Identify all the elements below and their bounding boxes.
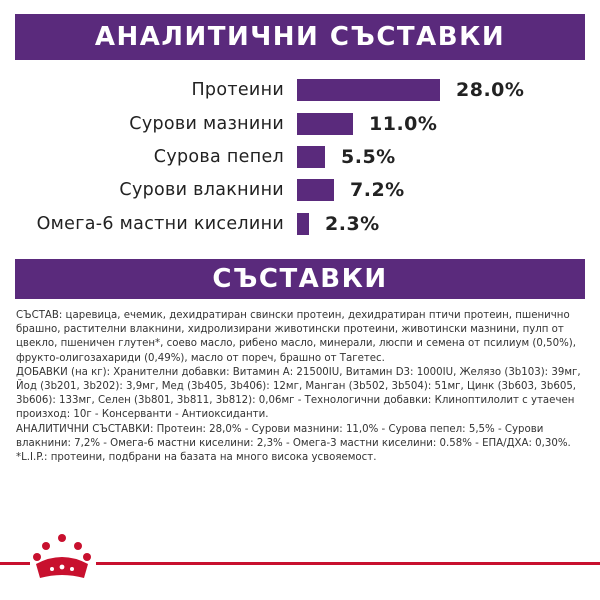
crown-icon [33,534,91,578]
lip-note: *L.I.P.: протеини, подбрани на базата на… [16,452,377,464]
composition-title: СЪСТАВКИ [15,259,585,299]
additives-paragraph: ДОБАВКИ (на кг): Хранителни добавки: Вит… [16,366,581,421]
footer [0,524,600,600]
row-label: Омега-6 мастни киселини [36,214,284,234]
row-label: Сурови влакнини [119,180,284,200]
analytics-row: Сурови мазнини 11.0% [0,111,600,137]
row-value: 5.5% [341,146,396,168]
row-bar [297,79,440,101]
composition-paragraph: СЪСТАВ: царевица, ечемик, дехидратиран с… [16,310,576,364]
analytics-paragraph: АНАЛИТИЧНИ СЪСТАВКИ: Протеин: 28,0% - Су… [16,423,571,449]
row-label: Протеини [191,80,284,100]
row-bar [297,113,353,135]
analytics-row: Сурови влакнини 7.2% [0,177,600,203]
row-label: Сурови мазнини [129,114,284,134]
row-value: 28.0% [456,79,525,101]
analytics-row: Протеини 28.0% [0,77,600,103]
footer-line-left [0,562,30,565]
analytics-row: Сурова пепел 5.5% [0,144,600,170]
footer-line-right [96,562,600,565]
row-value: 7.2% [350,179,405,201]
row-value: 11.0% [369,113,438,135]
row-value: 2.3% [325,213,380,235]
analytics-title: АНАЛИТИЧНИ СЪСТАВКИ [15,14,585,60]
row-bar [297,146,325,168]
analytics-row: Омега-6 мастни киселини 2.3% [0,211,600,237]
row-bar [297,179,334,201]
row-bar [297,213,309,235]
composition-text: СЪСТАВ: царевица, ечемик, дехидратиран с… [16,309,588,465]
row-label: Сурова пепел [153,147,284,167]
